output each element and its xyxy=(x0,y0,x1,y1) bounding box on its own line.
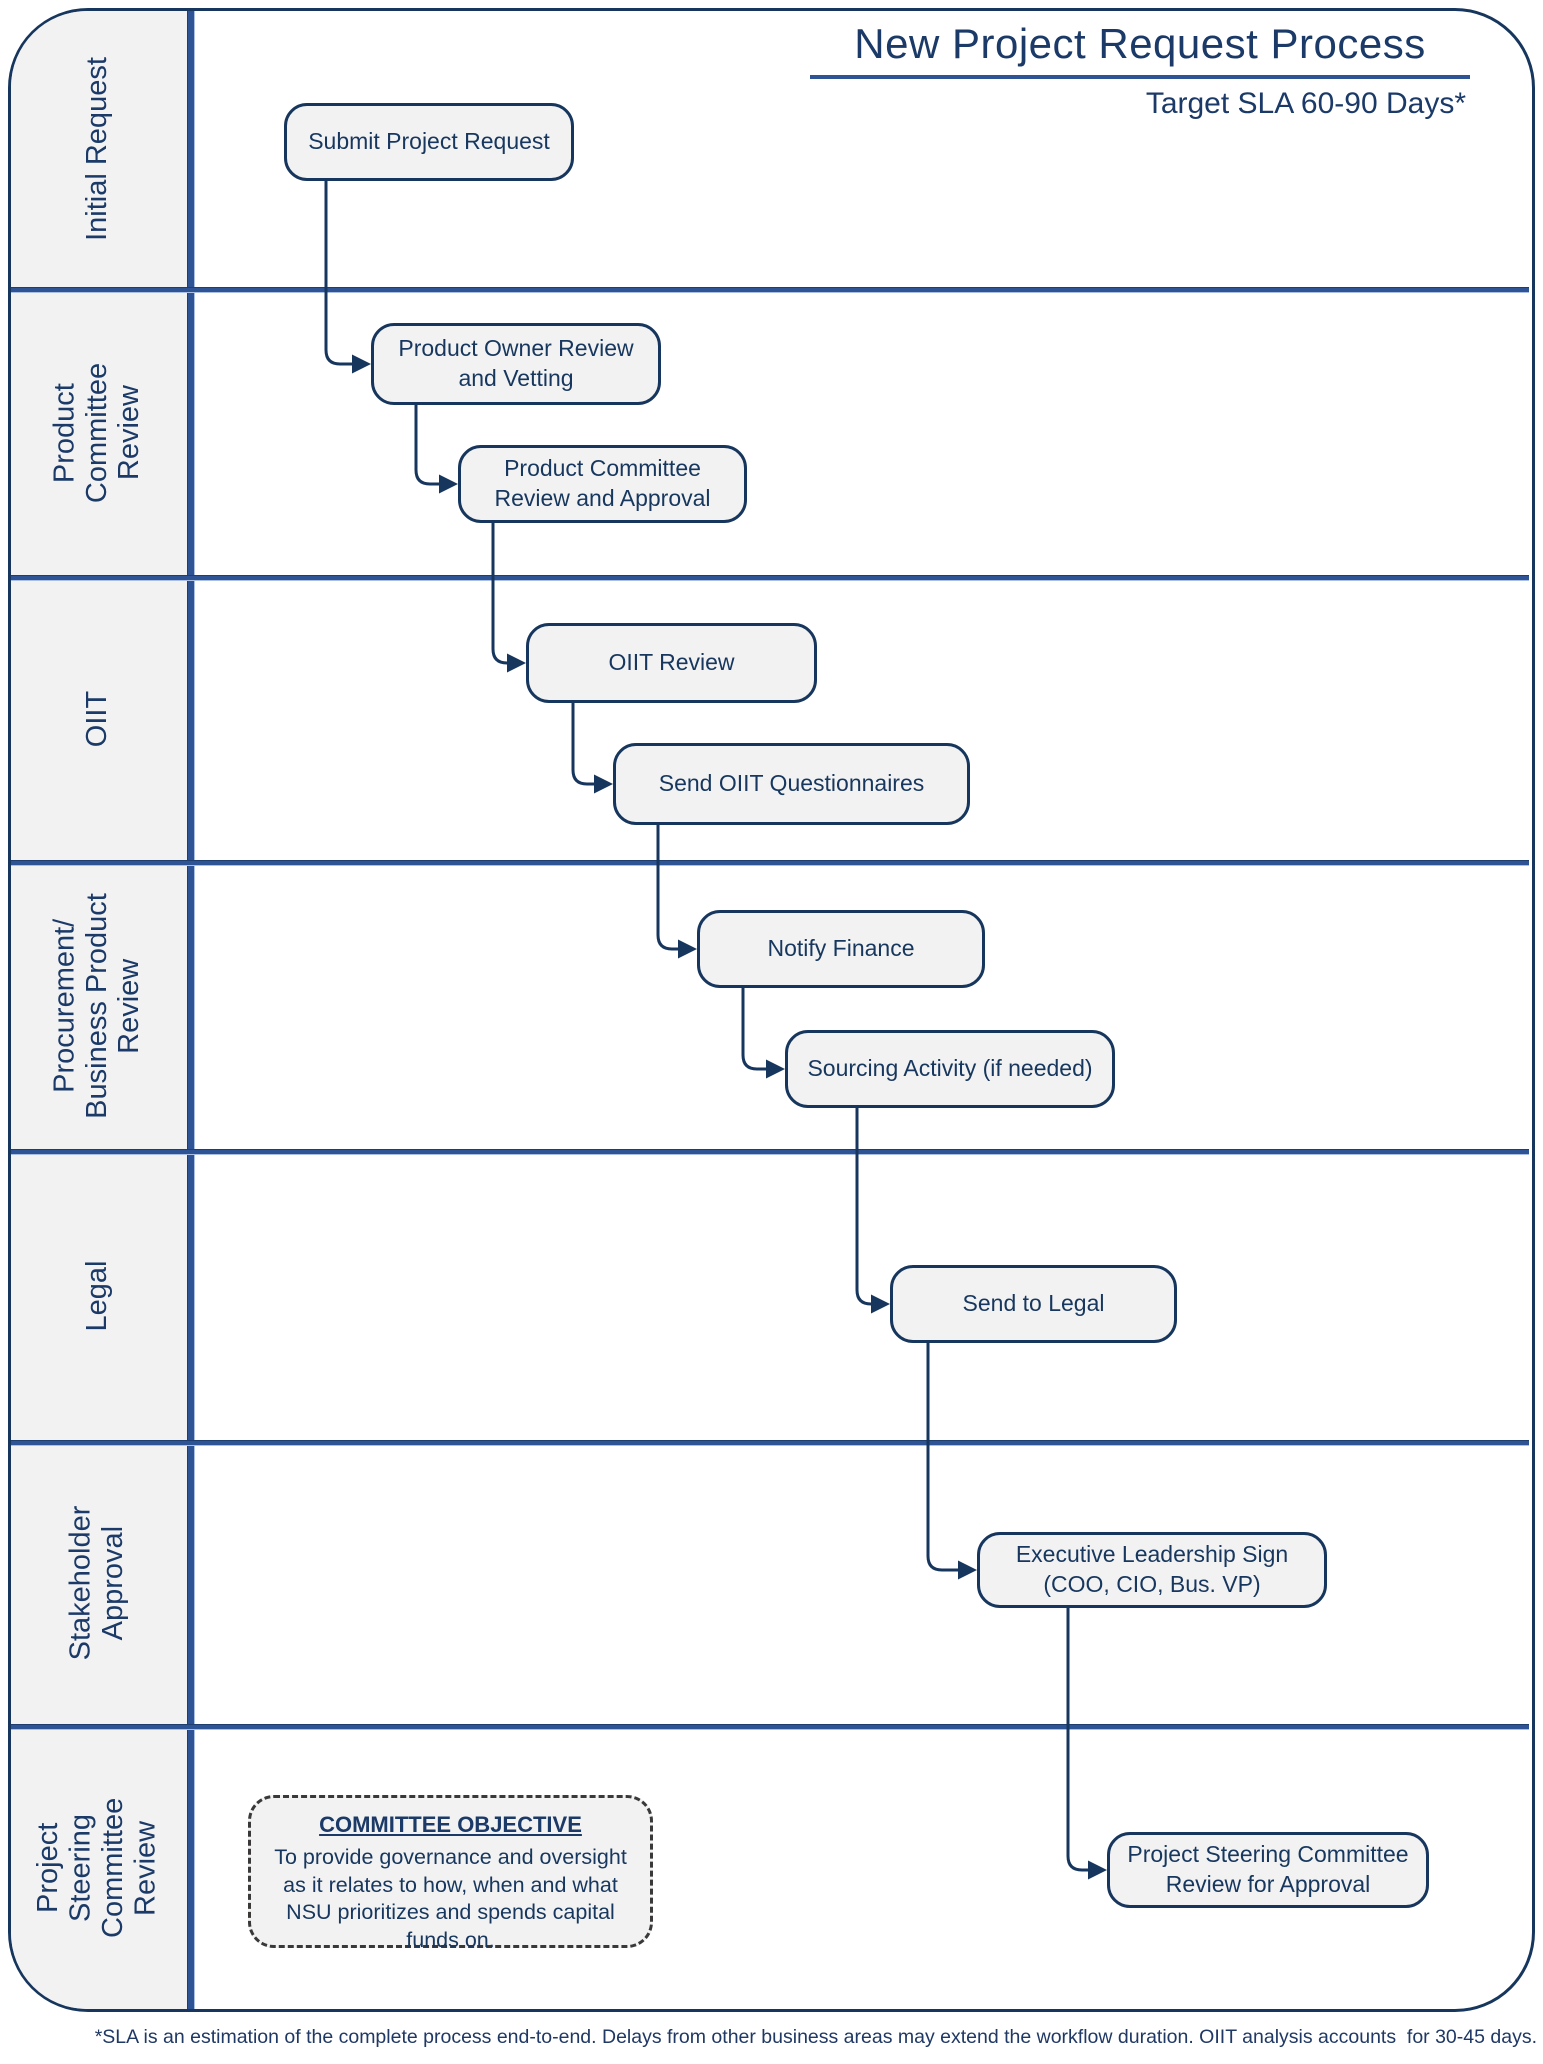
arrow-sourcing-to-legal xyxy=(855,1108,872,1306)
lane-divider-3 xyxy=(11,860,1529,866)
arrow-notify-finance-to-sourcing xyxy=(741,988,766,1071)
lane-label-column xyxy=(11,11,187,2009)
title-underline xyxy=(810,75,1470,79)
arrowhead-1 xyxy=(352,354,371,374)
arrow-oiit-review-to-questionnaires xyxy=(571,703,594,786)
arrow-questionnaires-to-notify-finance xyxy=(656,825,678,951)
diagram-frame xyxy=(8,8,1535,2012)
lane-divider-2 xyxy=(11,575,1529,581)
node-sourcing-activity: Sourcing Activity (if needed) xyxy=(785,1030,1115,1108)
node-notify-finance: Notify Finance xyxy=(697,910,985,988)
node-product-committee-review: Product Committee Review and Approval xyxy=(458,445,747,523)
lane-divider-5 xyxy=(11,1440,1529,1446)
title-block: New Project Request Process Target SLA 6… xyxy=(810,20,1470,121)
node-product-owner-review: Product Owner Review and Vetting xyxy=(371,323,661,405)
arrowhead-5 xyxy=(678,939,697,959)
sla-footnote: *SLA is an estimation of the complete pr… xyxy=(94,2026,1537,2048)
arrow-owner-to-committee-review xyxy=(414,405,439,486)
arrowhead-4 xyxy=(594,774,613,794)
arrowhead-7 xyxy=(871,1294,890,1314)
page-title: New Project Request Process xyxy=(854,20,1426,67)
node-send-to-legal: Send to Legal xyxy=(890,1265,1177,1343)
arrowhead-3 xyxy=(507,653,526,673)
arrow-exec-sign-to-steering-review xyxy=(1066,1608,1088,1872)
committee-objective-body: To provide governance and oversight as i… xyxy=(274,1845,627,1952)
committee-objective-note: COMMITTEE OBJECTIVE To provide governanc… xyxy=(248,1795,653,1952)
node-project-steering-committee-review: Project Steering Committee Review for Ap… xyxy=(1107,1832,1429,1908)
arrow-legal-to-exec-sign xyxy=(926,1343,958,1572)
lane-divider-4 xyxy=(11,1149,1529,1155)
subtitle-target-sla: Target SLA 60-90 Days* xyxy=(1145,87,1466,120)
arrow-committee-to-oiit-review xyxy=(491,523,508,665)
arrowhead-2 xyxy=(439,474,458,494)
arrowhead-8 xyxy=(958,1560,977,1580)
node-executive-leadership-sign: Executive Leadership Sign (COO, CIO, Bus… xyxy=(977,1532,1327,1608)
lane-divider-1 xyxy=(11,287,1529,293)
lane-label-separator xyxy=(187,11,195,2009)
arrowhead-6 xyxy=(766,1059,785,1079)
committee-objective-heading: COMMITTEE OBJECTIVE xyxy=(319,1812,582,1837)
node-oiit-review: OIIT Review xyxy=(526,623,817,703)
arrow-submit-to-owner-review xyxy=(324,181,352,366)
node-send-oiit-questionnaires: Send OIIT Questionnaires xyxy=(613,743,970,825)
arrowhead-9 xyxy=(1088,1860,1107,1880)
node-submit-project-request: Submit Project Request xyxy=(284,103,574,181)
lane-divider-6 xyxy=(11,1724,1529,1730)
